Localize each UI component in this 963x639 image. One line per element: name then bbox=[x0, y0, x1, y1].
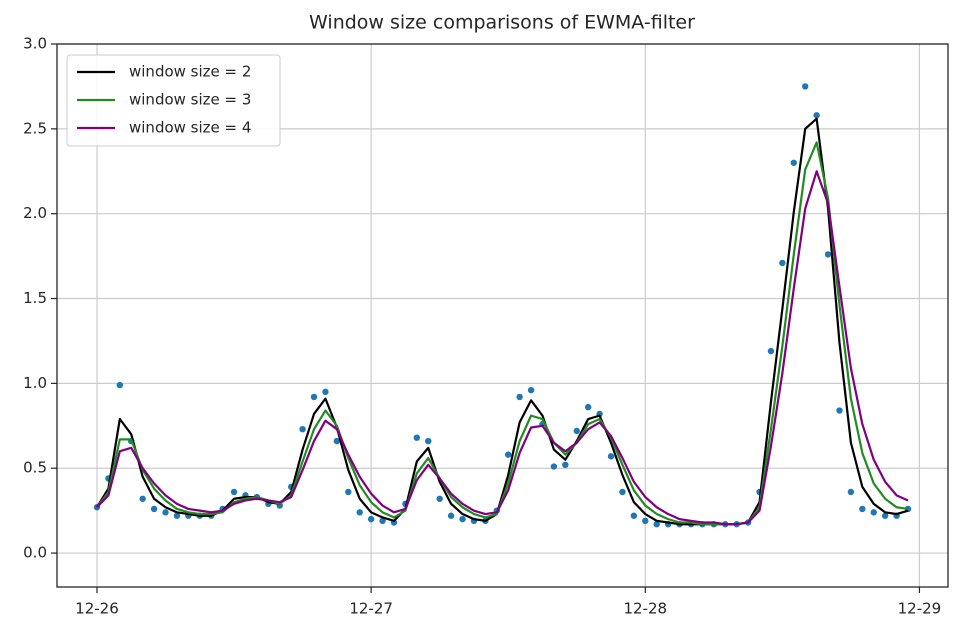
y-tick-label: 1.0 bbox=[23, 374, 47, 392]
data-point bbox=[802, 83, 809, 90]
data-point bbox=[447, 512, 455, 519]
data-point bbox=[379, 517, 386, 525]
data-point bbox=[367, 515, 375, 523]
data-point bbox=[836, 407, 843, 414]
data-point bbox=[870, 509, 877, 516]
x-tick-label: 12-28 bbox=[623, 600, 667, 618]
data-point bbox=[642, 517, 649, 525]
data-point bbox=[230, 488, 238, 496]
data-point bbox=[813, 112, 820, 119]
data-point bbox=[505, 451, 512, 458]
plot-frame bbox=[56, 43, 949, 588]
data-point bbox=[790, 159, 797, 166]
chart-title: Window size comparisons of EWMA-filter bbox=[309, 12, 695, 34]
y-tick-label: 2.0 bbox=[23, 204, 47, 222]
legend-label: window size = 2 bbox=[129, 63, 251, 81]
data-point bbox=[436, 495, 443, 502]
y-tick-label: 3.0 bbox=[23, 35, 47, 53]
y-tick-label: 0.0 bbox=[23, 544, 47, 562]
data-point bbox=[162, 509, 169, 516]
data-point bbox=[859, 505, 866, 513]
data-point bbox=[779, 259, 786, 267]
data-point bbox=[824, 251, 832, 258]
data-point bbox=[173, 512, 181, 519]
data-point bbox=[516, 393, 523, 401]
data-point bbox=[310, 393, 318, 401]
data-point bbox=[607, 453, 615, 460]
data-point bbox=[356, 509, 363, 516]
data-point bbox=[459, 515, 466, 523]
line-series bbox=[96, 170, 909, 526]
data-point bbox=[345, 488, 352, 496]
data-point bbox=[584, 403, 592, 411]
data-point bbox=[653, 521, 660, 528]
data-point bbox=[150, 505, 158, 513]
data-point bbox=[116, 381, 124, 389]
legend-label: window size = 4 bbox=[129, 119, 251, 137]
y-tick-label: 2.5 bbox=[23, 119, 47, 137]
legend-label: window size = 3 bbox=[129, 91, 251, 109]
x-tick-label: 12-27 bbox=[349, 600, 393, 618]
data-point bbox=[333, 437, 341, 445]
x-tick-label: 12-29 bbox=[898, 600, 942, 618]
data-point bbox=[573, 427, 580, 435]
data-point bbox=[619, 488, 626, 496]
y-tick-label: 1.5 bbox=[23, 289, 47, 307]
data-point bbox=[847, 488, 855, 496]
data-point bbox=[767, 347, 775, 355]
data-point bbox=[630, 512, 638, 519]
data-point bbox=[425, 437, 432, 445]
data-point bbox=[413, 434, 421, 441]
legend-box bbox=[66, 54, 281, 147]
x-tick-label: 12-26 bbox=[75, 600, 119, 618]
data-point bbox=[322, 388, 329, 396]
line-series bbox=[96, 117, 909, 526]
data-point bbox=[139, 495, 146, 502]
data-point bbox=[881, 512, 889, 519]
data-point bbox=[550, 463, 558, 470]
data-point bbox=[299, 425, 306, 433]
y-tick-label: 0.5 bbox=[23, 459, 47, 477]
data-point bbox=[562, 461, 569, 469]
data-point bbox=[527, 386, 535, 394]
